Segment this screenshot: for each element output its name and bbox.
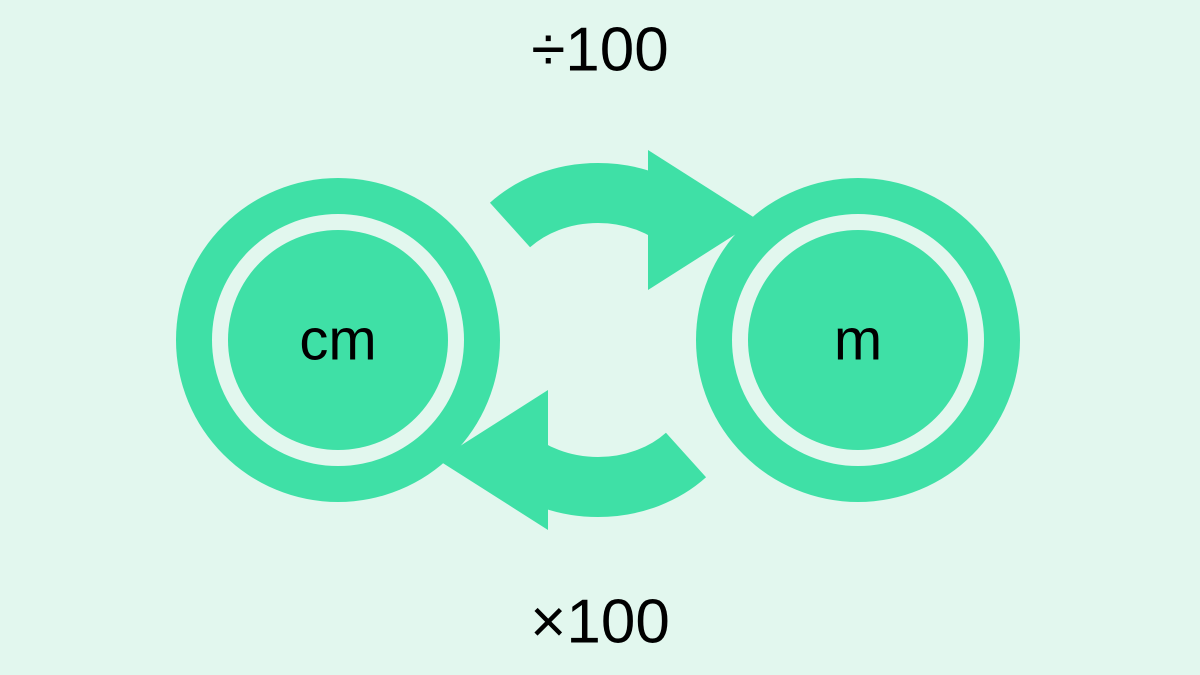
conversion-diagram: ÷100 ×100 cm m bbox=[0, 0, 1200, 675]
bottom-operation-label: ×100 bbox=[530, 587, 670, 658]
diagram-canvas bbox=[0, 0, 1200, 675]
top-operation-label: ÷100 bbox=[531, 15, 668, 86]
right-node-label: m bbox=[834, 307, 882, 374]
left-node-label: cm bbox=[299, 307, 376, 374]
